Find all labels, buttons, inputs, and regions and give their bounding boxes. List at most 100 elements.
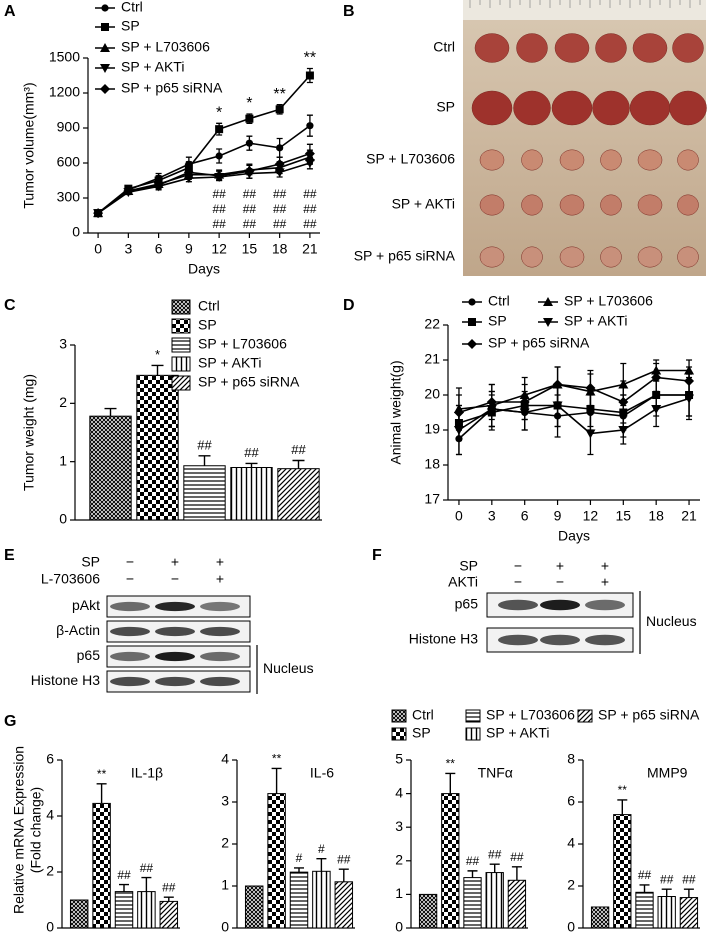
blot-band xyxy=(110,651,150,662)
y-tick-label: 1 xyxy=(221,877,229,893)
legend-marker xyxy=(543,297,553,306)
annotation: ## xyxy=(682,872,696,886)
tumor xyxy=(471,90,513,126)
bar xyxy=(277,468,320,521)
x-tick-label: 18 xyxy=(648,508,664,524)
panel-title: MMP9 xyxy=(647,765,688,781)
marker xyxy=(123,186,134,196)
bar xyxy=(244,885,264,929)
error-bar xyxy=(338,868,349,882)
marker xyxy=(215,125,224,134)
bar xyxy=(89,415,132,521)
annotation: ** xyxy=(618,783,628,797)
bar xyxy=(657,896,676,929)
blot-band xyxy=(585,634,625,646)
annotation: * xyxy=(155,347,160,362)
y-tick-label: 8 xyxy=(567,751,575,767)
y-tick-label: 3 xyxy=(395,818,403,834)
marker xyxy=(275,105,284,114)
tumor xyxy=(521,246,543,268)
bar xyxy=(463,877,482,929)
tumor xyxy=(554,33,590,63)
y-tick-label: 17 xyxy=(424,491,440,507)
series-line xyxy=(458,394,690,424)
bar xyxy=(418,893,438,929)
legend-label: SP + AKTi xyxy=(198,355,261,371)
legend-label: SP xyxy=(488,313,507,329)
marker xyxy=(276,144,284,152)
marker xyxy=(245,139,253,147)
annotation: ## xyxy=(291,442,306,457)
condition-label: AKTi xyxy=(448,574,478,590)
condition-sign: − xyxy=(556,574,564,590)
tumor xyxy=(600,194,622,216)
annotation: # xyxy=(318,842,325,856)
legend-label: Ctrl xyxy=(488,293,510,309)
legend-label: Ctrl xyxy=(198,298,220,314)
photo-label: Ctrl xyxy=(433,39,455,55)
ruler-ticks xyxy=(469,0,701,8)
bar xyxy=(136,374,179,521)
annotation: ## xyxy=(212,187,226,201)
annotation: ## xyxy=(197,437,212,452)
marker xyxy=(304,148,315,159)
blot-band xyxy=(200,626,240,637)
marker xyxy=(215,152,223,160)
bar xyxy=(159,900,179,929)
annotation: ## xyxy=(162,880,176,894)
annotation: ## xyxy=(303,202,317,216)
error-bar xyxy=(198,455,211,466)
marker xyxy=(585,383,596,393)
x-axis-title: Days xyxy=(558,528,590,544)
annotation: ## xyxy=(243,217,257,231)
panel-letter: E xyxy=(4,547,15,564)
annotation: ** xyxy=(273,86,285,103)
y-axis-title: Tumor weight (mg) xyxy=(21,374,37,491)
y-tick-label: 0 xyxy=(221,919,229,935)
tumor xyxy=(516,33,548,63)
legend-label: Ctrl xyxy=(412,707,434,723)
panel-letter: B xyxy=(343,3,355,20)
x-tick-label: 9 xyxy=(185,241,193,257)
bar xyxy=(137,891,156,929)
error-bar xyxy=(141,876,152,892)
tumor xyxy=(637,149,663,171)
legend-swatch xyxy=(391,709,407,723)
marker xyxy=(93,208,104,219)
legend-marker xyxy=(100,84,110,94)
annotation: ## xyxy=(244,445,259,460)
tumor xyxy=(632,33,668,63)
legend-marker xyxy=(100,43,110,52)
x-tick-label: 0 xyxy=(455,508,463,524)
y-tick-label: 600 xyxy=(57,154,81,170)
panel-title: IL-1β xyxy=(131,765,163,781)
error-bar xyxy=(119,883,129,892)
y-tick-label: 18 xyxy=(424,456,440,472)
legend-swatch xyxy=(171,375,191,391)
legend-marker xyxy=(467,339,477,349)
tumor xyxy=(677,194,699,216)
legend-label: SP + AKTi xyxy=(564,313,627,329)
bar xyxy=(114,891,134,929)
series-line xyxy=(97,162,311,214)
x-tick-label: 3 xyxy=(124,241,132,257)
y-tick-label: 22 xyxy=(424,316,440,332)
annotation: ** xyxy=(97,767,107,781)
error-bar xyxy=(151,364,164,376)
annotation: ## xyxy=(140,861,154,875)
y-tick-label: 4 xyxy=(221,751,229,767)
condition-sign: + xyxy=(556,558,564,574)
condition-sign: − xyxy=(514,574,522,590)
series-line xyxy=(458,376,690,414)
y-axis-title: (Fold change) xyxy=(28,787,44,873)
bar xyxy=(613,814,632,929)
annotation: ** xyxy=(272,752,282,766)
y-tick-label: 1200 xyxy=(49,84,80,100)
error-bar xyxy=(467,870,478,878)
error-bar xyxy=(271,767,282,794)
bar xyxy=(267,793,286,929)
x-tick-label: 12 xyxy=(211,241,227,257)
legend-marker xyxy=(101,4,109,12)
marker xyxy=(183,167,194,178)
tumor xyxy=(521,194,543,216)
